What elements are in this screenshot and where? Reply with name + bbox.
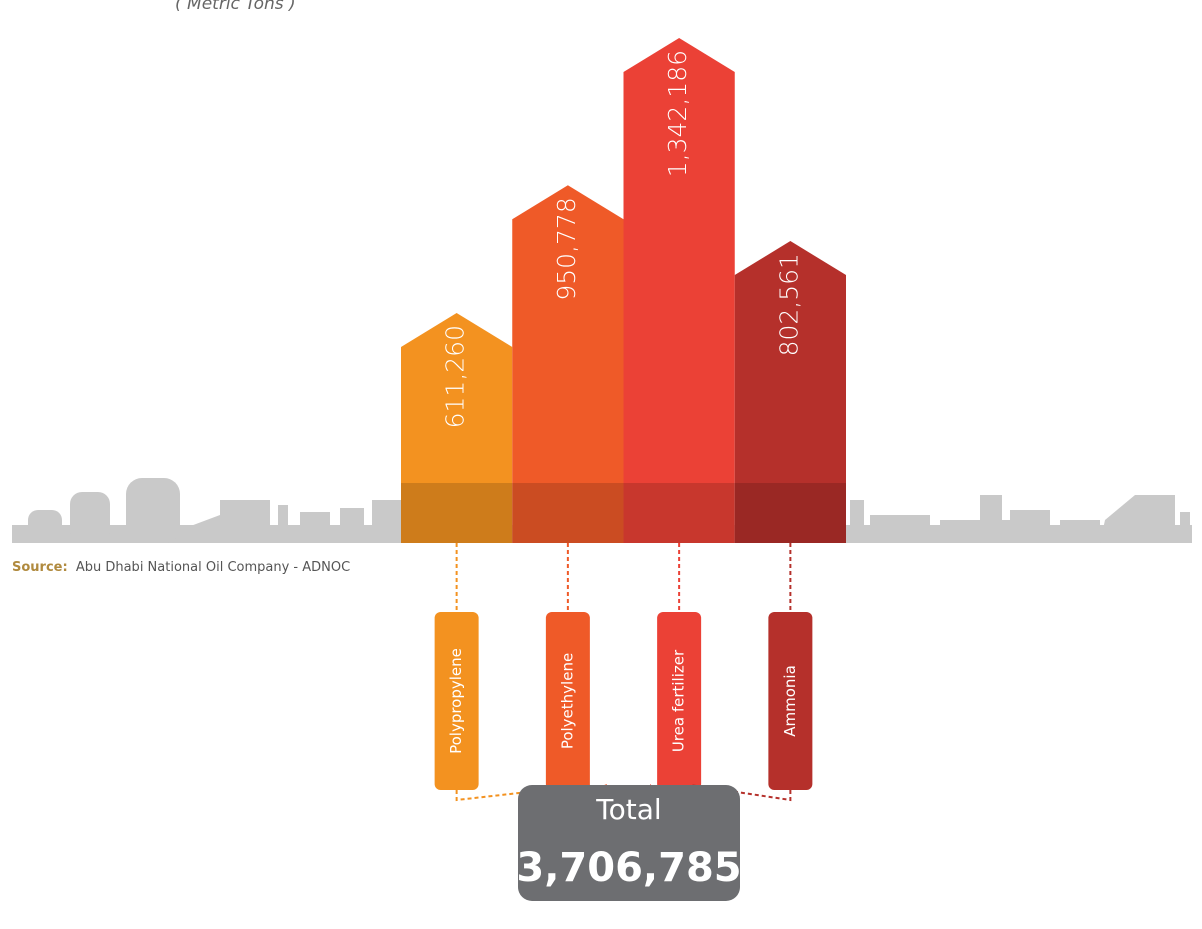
source-label: Source: [12, 560, 68, 575]
category-box [768, 612, 813, 790]
category-label: Urea fertilizer [670, 649, 688, 752]
subtitle: ( Metric Tons ) [175, 0, 296, 14]
value-label: 950,778 [552, 197, 581, 300]
bar [512, 185, 624, 543]
category-label: Polyethylene [558, 653, 576, 749]
bar [623, 38, 735, 543]
skyline [12, 478, 1192, 543]
category-label: Polypropylene [447, 648, 465, 754]
value-label: 1,342,186 [663, 50, 692, 177]
source-text: Abu Dhabi National Oil Company - ADNOC [76, 560, 350, 575]
source: Source: Abu Dhabi National Oil Company -… [12, 560, 350, 575]
bar-shade [734, 483, 846, 543]
bar-shade [401, 483, 513, 543]
bar [401, 313, 513, 543]
category-box [545, 612, 590, 790]
bar [734, 241, 846, 543]
bar-shade [623, 483, 735, 543]
total-title: Total [595, 793, 661, 826]
value-label: 802,561 [774, 253, 803, 356]
bar-shade [512, 483, 624, 543]
value-label: 611,260 [441, 325, 470, 428]
total-value: 3,706,785 [516, 845, 741, 891]
category-label: Ammonia [781, 665, 799, 737]
total-box [518, 785, 740, 901]
category-box [434, 612, 479, 790]
category-box [657, 612, 702, 790]
